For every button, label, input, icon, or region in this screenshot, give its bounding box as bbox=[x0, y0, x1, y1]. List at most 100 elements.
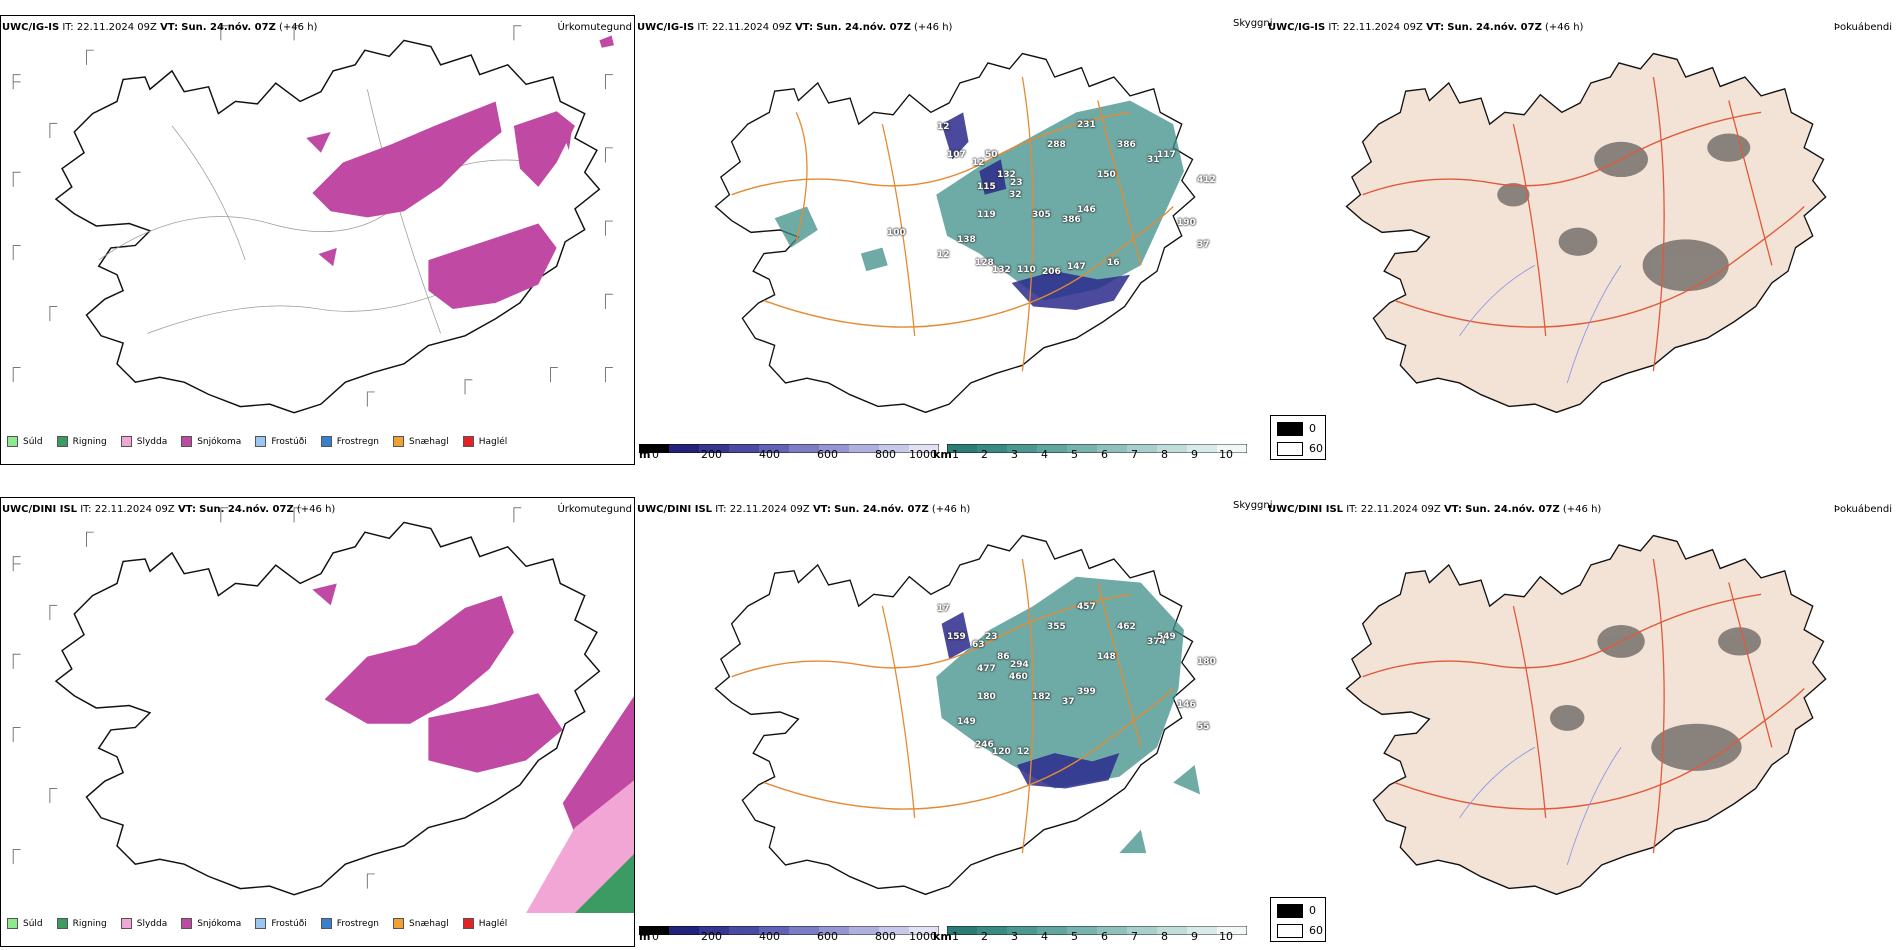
legend-item: Frostregn bbox=[320, 436, 379, 447]
colorbar-tick: 0 bbox=[652, 930, 659, 943]
ceiling-value-label: 146 bbox=[1177, 700, 1196, 710]
colorbar-tick: 6 bbox=[1101, 448, 1108, 461]
precip-legend: Súld Rigning Slydda Snjókoma Frostúði Fr… bbox=[7, 918, 521, 929]
ceiling-value-label: 119 bbox=[977, 210, 996, 220]
colorbar-tick: 6 bbox=[1101, 930, 1108, 943]
precip-map-frame: Súld Rigning Slydda Snjókoma Frostúði Fr… bbox=[0, 497, 635, 947]
legend-item: Rigning bbox=[56, 436, 107, 447]
fog-shading bbox=[1550, 624, 1762, 771]
ceiling-value-label: 355 bbox=[1047, 622, 1066, 632]
visibility-colorbar: km 1 2 3 4 5 6 7 8 9 10 bbox=[933, 438, 1248, 461]
legend-item: Súld bbox=[7, 436, 43, 447]
ceiling-value-label: 150 bbox=[1097, 170, 1116, 180]
colorbar-unit: km bbox=[933, 930, 952, 943]
ceiling-value-label: 63 bbox=[972, 640, 985, 650]
ceiling-value-label: 159 bbox=[947, 632, 966, 642]
colorbar-tick: 800 bbox=[875, 930, 896, 943]
colorbar-tick: 8 bbox=[1161, 930, 1168, 943]
fog-panel-row1: UWC/IG-IS IT: 22.11.2024 09Z VT: Sun. 24… bbox=[1268, 0, 1900, 470]
legend-item: Haglél bbox=[462, 436, 507, 447]
colorbar-tick: 7 bbox=[1131, 930, 1138, 943]
colorbar-tick: 1000 bbox=[909, 448, 937, 461]
ceiling-navy bbox=[941, 112, 1131, 310]
legend-item: Haglél bbox=[462, 918, 507, 929]
ceiling-panel-row1: UWC/IG-IS IT: 22.11.2024 09Z VT: Sun. 24… bbox=[637, 0, 1326, 470]
precip-type-panel-row1: Súld Rigning Slydda Snjókoma Frostúði Fr… bbox=[0, 0, 640, 470]
panel-header: UWC/DINI ISL IT: 22.11.2024 09Z VT: Sun.… bbox=[1268, 504, 1602, 515]
ceiling-value-label: 50 bbox=[985, 150, 998, 160]
colorbar-tick: 600 bbox=[817, 930, 838, 943]
legend-item: Snjókoma bbox=[181, 918, 241, 929]
panel-title-fog: Þokuábendi bbox=[1833, 22, 1892, 33]
colorbar-tick: 0 bbox=[652, 448, 659, 461]
precip-legend: Súld Rigning Slydda Snjókoma Frostúði Fr… bbox=[7, 436, 521, 447]
ceiling-value-label: 146 bbox=[1077, 205, 1096, 215]
colorbar-tick: 600 bbox=[817, 448, 838, 461]
colorbar-unit: km bbox=[933, 448, 952, 461]
ceiling-value-label: 246 bbox=[975, 740, 994, 750]
panel-title-ceiling: Skyggni bbox=[1233, 500, 1273, 511]
colorbar-unit: m bbox=[639, 448, 651, 461]
ceiling-value-label: 386 bbox=[1062, 215, 1081, 225]
sleet-area bbox=[526, 780, 634, 913]
ceiling-value-label: 386 bbox=[1117, 140, 1136, 150]
snow-areas bbox=[312, 583, 634, 865]
snow-areas bbox=[306, 35, 615, 309]
ceiling-value-label: 206 bbox=[1042, 267, 1061, 277]
visibility-teal bbox=[936, 576, 1201, 854]
ceiling-value-label: 294 bbox=[1010, 660, 1029, 670]
ceiling-map bbox=[714, 52, 1196, 414]
ceiling-value-label: 128 bbox=[975, 258, 994, 268]
ceiling-value-label: 457 bbox=[1077, 602, 1096, 612]
panel-header: UWC/IG-IS IT: 22.11.2024 09Z VT: Sun. 24… bbox=[637, 22, 953, 33]
legend-item: Súld bbox=[7, 918, 43, 929]
panel-header: UWC/IG-IS IT: 22.11.2024 09Z VT: Sun. 24… bbox=[1268, 22, 1584, 33]
rivers-blue bbox=[1459, 264, 1622, 384]
ceiling-value-label: 110 bbox=[1017, 265, 1036, 275]
wind-barbs bbox=[12, 507, 522, 889]
visibility-teal bbox=[774, 100, 1184, 301]
legend-item: Slydda bbox=[120, 918, 167, 929]
colorbar-tick: 400 bbox=[759, 448, 780, 461]
legend-item: Rigning bbox=[56, 918, 107, 929]
ceiling-value-label: 305 bbox=[1032, 210, 1051, 220]
colorbar-tick: 400 bbox=[759, 930, 780, 943]
panel-header: UWC/DINI ISL IT: 22.11.2024 09Z VT: Sun.… bbox=[637, 504, 971, 515]
ceiling-value-label: 37 bbox=[1197, 240, 1210, 250]
colorbar-ramp bbox=[638, 443, 940, 454]
ceiling-value-label: 180 bbox=[1197, 657, 1216, 667]
ceiling-value-label: 412 bbox=[1197, 175, 1216, 185]
panel-header: UWC/DINI ISL IT: 22.11.2024 09Z VT: Sun.… bbox=[2, 504, 336, 515]
ceiling-value-label: 190 bbox=[1177, 218, 1196, 228]
ceiling-value-label: 180 bbox=[977, 692, 996, 702]
ceiling-value-label: 477 bbox=[977, 664, 996, 674]
legend-item: Frostregn bbox=[320, 918, 379, 929]
ceiling-value-label: 37 bbox=[1062, 697, 1075, 707]
colorbar-tick: 1 bbox=[952, 448, 959, 461]
ceiling-value-label: 31 bbox=[1147, 155, 1160, 165]
colorbar-tick: 2 bbox=[981, 930, 988, 943]
colorbar-ramp bbox=[946, 443, 1248, 454]
ceiling-value-label: 86 bbox=[997, 652, 1010, 662]
roads-orange bbox=[731, 76, 1174, 372]
wind-barbs bbox=[12, 25, 613, 407]
ceiling-colorbar: m 0 200 400 600 800 1000 bbox=[638, 438, 940, 461]
ceiling-value-label: 374 bbox=[1147, 637, 1166, 647]
colorbar-tick: 3 bbox=[1011, 448, 1018, 461]
panel-title-precip: Úrkomutegund bbox=[557, 504, 632, 515]
colorbar-tick: 3 bbox=[1011, 930, 1018, 943]
ceiling-value-label: 23 bbox=[985, 632, 998, 642]
legend-item: Frostúði bbox=[255, 436, 307, 447]
ceiling-value-label: 117 bbox=[1157, 150, 1176, 160]
ceiling-value-label: 12 bbox=[1017, 747, 1030, 757]
colorbar-tick: 7 bbox=[1131, 448, 1138, 461]
fog-panel-row2: UWC/DINI ISL IT: 22.11.2024 09Z VT: Sun.… bbox=[1268, 482, 1900, 950]
colorbar-unit: m bbox=[639, 930, 651, 943]
fog-shading bbox=[1497, 133, 1751, 292]
ceiling-value-label: 115 bbox=[977, 182, 996, 192]
panel-header: UWC/IG-IS IT: 22.11.2024 09Z VT: Sun. 24… bbox=[2, 22, 318, 33]
colorbar-ramp bbox=[638, 925, 940, 936]
ceiling-map bbox=[714, 534, 1201, 896]
ceiling-value-label: 399 bbox=[1077, 687, 1096, 697]
ceiling-value-label: 549 bbox=[1157, 632, 1176, 642]
